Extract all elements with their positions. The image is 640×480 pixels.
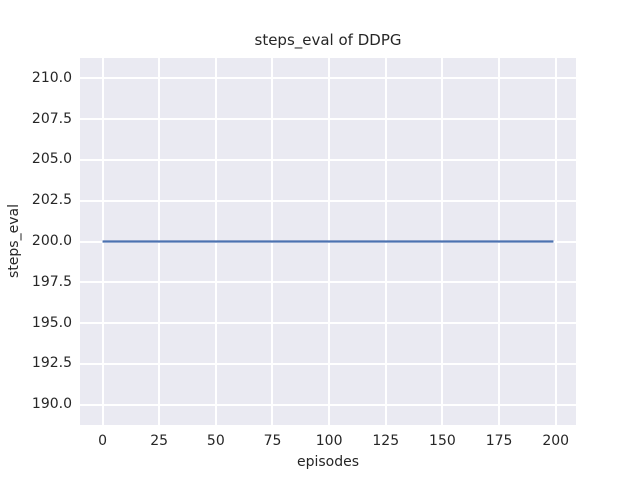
horizontal-gridline: [80, 281, 576, 284]
plot-area: [80, 58, 576, 425]
x-tick-label: 75: [263, 433, 282, 449]
series-layer: [102, 240, 554, 243]
x-tick-label: 125: [372, 433, 400, 449]
horizontal-gridline: [80, 77, 576, 80]
x-tick-label: 200: [542, 433, 570, 449]
y-tick-label: 200.0: [31, 233, 72, 249]
y-tick-label: 195.0: [31, 314, 72, 331]
horizontal-gridline: [80, 322, 576, 325]
horizontal-gridline: [80, 199, 576, 202]
x-tick-label: 0: [98, 433, 107, 449]
x-tick-label: 50: [206, 433, 225, 449]
horizontal-gridline: [80, 158, 576, 161]
horizontal-gridline: [80, 362, 576, 365]
y-tick-label: 197.5: [31, 273, 72, 290]
y-tick-label: 207.5: [31, 110, 72, 127]
horizontal-gridline: [80, 118, 576, 121]
x-axis-label: episodes: [296, 454, 360, 470]
chart-title: steps_eval of DDPG: [254, 31, 402, 49]
y-tick-label: 190.0: [31, 396, 72, 413]
y-tick-label: 210.0: [31, 69, 72, 86]
y-tick-label: 205.0: [31, 151, 72, 168]
y-tick-label: 202.5: [31, 192, 72, 209]
x-tick-label: 100: [315, 433, 343, 449]
x-tick-label: 150: [429, 433, 456, 449]
x-tick-label: 175: [485, 433, 513, 449]
horizontal-gridline: [80, 403, 576, 406]
y-tick-label: 192.5: [31, 355, 72, 372]
x-tick-label: 25: [150, 433, 169, 449]
